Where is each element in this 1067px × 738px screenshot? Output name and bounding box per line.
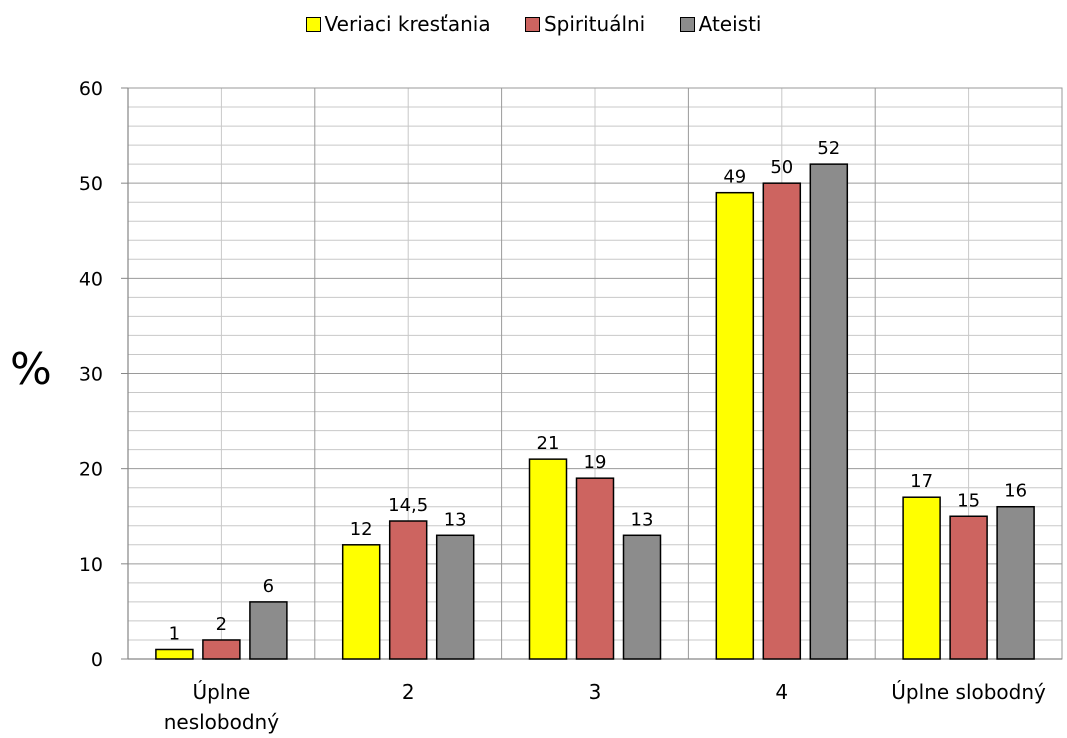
bar — [622, 534, 662, 660]
bar — [249, 601, 288, 660]
data-label: 13 — [444, 509, 467, 530]
legend-item-spiritualni: Spirituálni — [524, 12, 646, 36]
y-tick-label: 30 — [79, 364, 103, 386]
data-label: 21 — [537, 433, 560, 454]
bar — [528, 458, 568, 660]
data-label: 50 — [770, 157, 793, 178]
y-tick-label: 50 — [79, 173, 103, 195]
bar — [155, 648, 194, 660]
legend-item-veriaci: Veriaci kresťania — [305, 12, 491, 36]
bar — [762, 182, 802, 660]
x-tick-label: Úplne neslobodný — [164, 680, 279, 734]
data-label: 52 — [817, 138, 840, 159]
bar — [388, 520, 428, 660]
y-tick-label: 20 — [79, 459, 103, 481]
data-label: 16 — [1004, 481, 1027, 502]
x-tick-label: 3 — [589, 680, 602, 704]
data-label: 13 — [631, 509, 654, 530]
legend-label: Veriaci kresťania — [324, 12, 491, 36]
y-tick-label: 0 — [91, 649, 103, 671]
bar — [715, 191, 755, 660]
bar — [341, 544, 381, 660]
data-label: 19 — [584, 452, 607, 473]
bar — [202, 639, 241, 660]
legend: Veriaci kresťania Spirituálni Ateisti — [0, 12, 1067, 36]
data-label: 12 — [350, 519, 373, 540]
bar — [809, 163, 849, 660]
data-label: 15 — [957, 490, 980, 511]
data-label: 2 — [216, 614, 227, 635]
data-label: 1 — [169, 623, 180, 644]
y-tick-label: 40 — [79, 268, 103, 290]
bar — [902, 496, 941, 660]
y-tick-label: 60 — [79, 78, 103, 100]
legend-swatch — [679, 17, 695, 32]
data-label: 14,5 — [388, 495, 428, 516]
legend-label: Ateisti — [698, 12, 762, 36]
y-tick-label: 10 — [79, 554, 103, 576]
bar — [575, 477, 615, 660]
bar — [949, 515, 988, 660]
bar — [435, 534, 475, 660]
legend-item-ateisti: Ateisti — [679, 12, 762, 36]
legend-swatch — [305, 17, 321, 32]
y-axis-label: % — [10, 344, 52, 395]
bar — [996, 505, 1035, 660]
legend-label: Spirituálni — [543, 12, 646, 36]
x-tick-label: 4 — [775, 680, 788, 704]
x-tick-label: 2 — [402, 680, 415, 704]
data-label: 49 — [723, 167, 746, 188]
legend-swatch — [524, 17, 540, 32]
x-tick-label: Úplne slobodný — [891, 680, 1046, 704]
data-label: 6 — [263, 576, 274, 597]
data-label: 17 — [910, 471, 933, 492]
